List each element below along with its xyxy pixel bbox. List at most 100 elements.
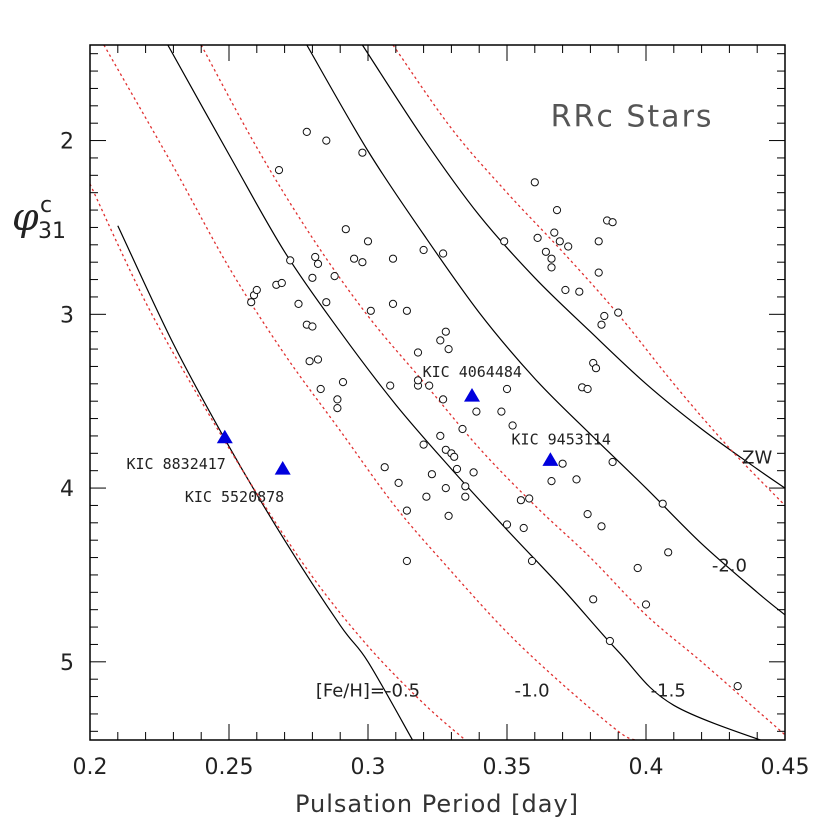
field-star-point [366,306,375,315]
field-star-point [575,287,584,296]
chart-title: RRc Stars [551,100,714,135]
field-star-point [441,327,450,336]
field-star-point [302,127,311,136]
dotted-curve-4 [200,45,785,736]
field-star-point [330,272,339,281]
kic-label: KIC 8832417 [127,455,226,473]
field-star-point [572,475,581,484]
field-star-point [461,482,470,491]
x-tick-label: 0.2 [73,755,108,780]
field-star-point [439,395,448,404]
zw-label: ZW [742,448,772,469]
field-star-point [308,273,317,282]
field-star-point [286,256,295,265]
field-star-point [427,470,436,479]
field-star-point [380,463,389,472]
field-star-point [583,509,592,519]
solid-curve-0 [117,225,414,740]
field-star-point [472,407,481,416]
field-star-point [450,452,459,461]
field-star-point [350,254,359,263]
field-star-point [497,407,506,416]
field-star-point [555,237,564,246]
field-star-point [597,320,606,329]
metallicity-label: -2.0 [712,555,747,576]
field-star-point [313,259,323,268]
field-star-point [441,484,450,493]
field-star-point [508,421,517,430]
solid-curve-5 [306,45,785,616]
kic-label: KIC 9453114 [512,431,611,449]
field-star-point [394,478,403,487]
plot-frame [89,44,786,741]
field-star-point [338,378,348,387]
curves-layer [90,45,785,740]
field-star-point [733,682,742,691]
y-tick-label: 3 [60,303,74,328]
dotted-curve-2 [103,45,636,740]
metallicity-label: [Fe/H]=-0.5 [316,681,420,702]
field-star-point [333,395,342,404]
field-star-point [274,166,284,175]
svg-text:φ: φ [12,195,39,239]
metallicity-label: -1.5 [651,681,686,702]
points-layer [216,127,742,691]
field-star-point [419,245,428,255]
y-tick-label: 5 [60,651,74,676]
field-star-point [444,345,453,354]
field-star-point [533,233,542,242]
metallicity-label: -1.0 [514,681,549,702]
field-star-point [436,336,445,345]
field-star-point [341,225,350,234]
field-star-point [333,404,342,413]
field-star-point [664,548,673,557]
field-star-point [322,298,331,307]
field-star-point [502,384,512,394]
field-star-point [322,136,331,145]
dotted-curve-1 [90,183,466,740]
field-star-point [550,228,559,237]
field-star-point [519,523,528,533]
kic-star-marker-1 [274,461,291,475]
field-star-point [552,206,562,215]
field-star-point [452,464,462,474]
svg-text:31: 31 [38,219,66,244]
x-axis-title: Pulsation Period [day] [295,790,579,818]
field-star-point [658,499,667,508]
field-star-point [600,311,609,321]
y-tick-label: 2 [60,130,74,155]
labels-layer: RRc Stars [Fe/H]=-0.5 -1.0 -1.5 -2.0 ZW KIC 88… [127,100,773,702]
field-star-point [388,299,398,308]
field-star-point [413,376,423,385]
field-star-point [614,308,623,317]
kic-label: KIC 4064484 [423,363,522,381]
field-star-point [252,285,261,295]
field-star-point [469,468,478,477]
field-star-point [547,254,556,263]
kic-star-marker-3 [542,452,559,466]
field-star-point [547,263,556,272]
field-star-point [402,306,411,315]
field-star-point [313,355,323,364]
field-star-point [594,237,603,246]
field-star-point [422,492,431,501]
field-star-point [425,381,434,390]
field-star-point [358,148,367,157]
ticks-layer: 0.2 0.25 0.3 0.35 0.4 0.45 2 3 4 5 [60,45,809,780]
field-star-point [547,477,556,486]
field-star-point [436,431,445,440]
field-star-point [525,494,534,503]
field-star-point [294,299,303,308]
field-star-point [308,322,317,331]
field-star-point [419,440,428,449]
field-star-point [633,563,642,573]
field-star-point [564,242,573,251]
x-tick-label: 0.35 [483,755,532,780]
field-star-point [247,298,256,307]
kic-label: KIC 5520878 [185,488,284,506]
field-star-point [541,247,551,256]
field-star-point [402,556,411,566]
kic-star-marker-2 [464,388,480,402]
field-star-point [358,258,367,267]
